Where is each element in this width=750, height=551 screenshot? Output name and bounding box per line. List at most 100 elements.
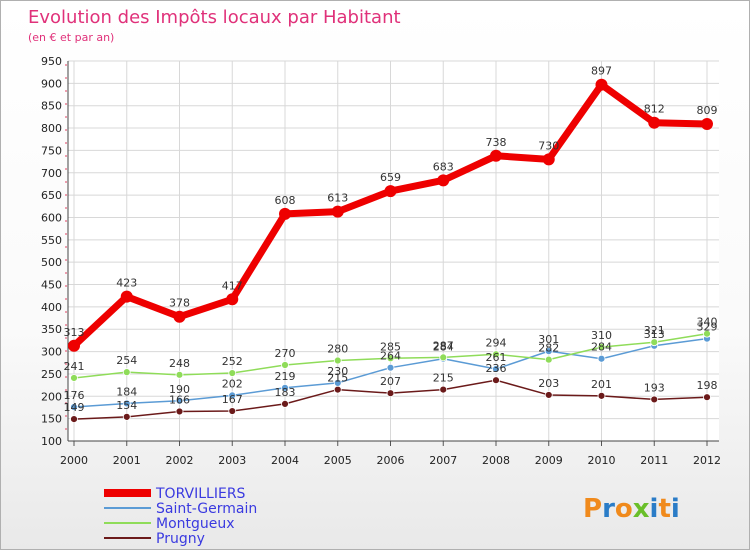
data-label: 284: [591, 341, 612, 354]
data-point: [228, 407, 237, 415]
data-point: [331, 205, 344, 218]
data-label: 215: [433, 372, 454, 385]
legend-label: Prugny: [156, 531, 205, 547]
legend-label: TORVILLIERS: [155, 486, 246, 502]
data-label: 241: [64, 360, 85, 373]
data-point: [437, 174, 450, 187]
data-point: [175, 370, 184, 379]
data-label: 294: [486, 336, 507, 349]
data-point: [650, 338, 659, 347]
data-point: [175, 407, 184, 416]
data-label: 683: [433, 160, 454, 173]
data-label: 738: [486, 136, 507, 149]
data-label: 215: [327, 372, 348, 385]
data-label: 282: [538, 342, 559, 355]
data-label: 285: [380, 340, 401, 353]
data-point: [122, 399, 131, 408]
data-point: [544, 391, 553, 399]
data-point: [492, 365, 500, 373]
proxiti-text: Proxiti: [583, 494, 680, 524]
y-tick-label: 350: [41, 323, 62, 336]
data-point: [439, 385, 448, 394]
data-label: 202: [222, 377, 243, 390]
data-point: [595, 78, 608, 91]
data-point: [70, 374, 78, 382]
series-layer: [68, 78, 713, 423]
data-point: [70, 403, 78, 411]
data-label: 207: [380, 375, 401, 388]
data-label: 301: [538, 333, 559, 346]
data-point: [544, 347, 553, 356]
data-point: [228, 369, 237, 377]
proxiti-logo: Proxiti: [583, 494, 680, 524]
proxiti-letter: i: [650, 494, 659, 524]
legend-label: Montgueux: [156, 516, 235, 532]
x-tick-label: 2012: [693, 454, 721, 467]
x-tick-label: 2011: [640, 454, 668, 467]
data-label: 190: [169, 383, 190, 396]
y-tick-label: 900: [41, 77, 62, 90]
y-tick-label: 800: [41, 122, 62, 135]
proxiti-letter: t: [658, 494, 670, 524]
data-point: [701, 118, 713, 131]
y-tick-label: 500: [41, 256, 62, 269]
data-point: [703, 329, 711, 338]
data-label: 261: [486, 351, 507, 364]
data-label: 812: [644, 103, 665, 116]
data-point: [281, 383, 289, 392]
data-label: 284: [433, 341, 454, 354]
data-label: 417: [222, 279, 243, 292]
axis-layer: 100 150 200 250 300 350 400 450 500 550 600 650 700 7…: [41, 55, 721, 467]
data-label: 280: [327, 343, 348, 356]
grid-layer: [68, 60, 719, 442]
y-tick-label: 850: [41, 100, 62, 113]
proxiti-letter: x: [633, 494, 650, 524]
data-label: 809: [697, 104, 718, 117]
data-point: [386, 363, 395, 372]
data-label: 198: [697, 379, 718, 392]
data-point: [226, 293, 239, 306]
data-label: 219: [275, 370, 296, 383]
x-tick-label: 2009: [535, 454, 563, 467]
data-label: 248: [169, 357, 190, 370]
data-label: 378: [169, 297, 190, 310]
data-point: [122, 412, 131, 421]
y-tick-label: 150: [41, 413, 62, 426]
y-tick-label: 650: [41, 189, 62, 202]
data-point: [173, 310, 186, 323]
y-tick-label: 750: [41, 144, 62, 157]
data-label: 167: [222, 393, 243, 406]
data-point: [597, 343, 606, 352]
y-tick-label: 100: [41, 435, 62, 448]
x-tick-label: 2002: [166, 454, 194, 467]
data-label: 254: [116, 354, 137, 367]
data-point: [648, 116, 661, 129]
data-label: 659: [380, 171, 401, 184]
data-label: 252: [222, 355, 243, 368]
data-label: 264: [380, 350, 401, 363]
data-label: 329: [697, 321, 718, 334]
data-point: [492, 376, 500, 385]
x-tick-label: 2003: [218, 454, 246, 467]
data-point: [439, 353, 448, 362]
data-point: [542, 153, 555, 166]
data-label: 201: [591, 378, 612, 391]
x-tick-label: 2005: [324, 454, 352, 467]
proxiti-letter: o: [615, 494, 633, 524]
data-label: 149: [64, 401, 85, 414]
y-tick-label: 250: [41, 368, 62, 381]
y-tick-label: 600: [41, 211, 62, 224]
data-point: [122, 368, 131, 377]
data-label: 230: [327, 365, 348, 378]
x-tick-label: 2007: [429, 454, 457, 467]
x-tick-label: 2001: [113, 454, 141, 467]
data-label: 270: [275, 347, 296, 360]
data-point: [333, 356, 342, 365]
proxiti-letter: r: [602, 494, 615, 524]
data-point: [544, 355, 553, 364]
data-point: [333, 385, 342, 394]
data-label: 321: [644, 324, 665, 337]
proxiti-letter: i: [671, 494, 680, 524]
data-label: 423: [116, 277, 137, 290]
